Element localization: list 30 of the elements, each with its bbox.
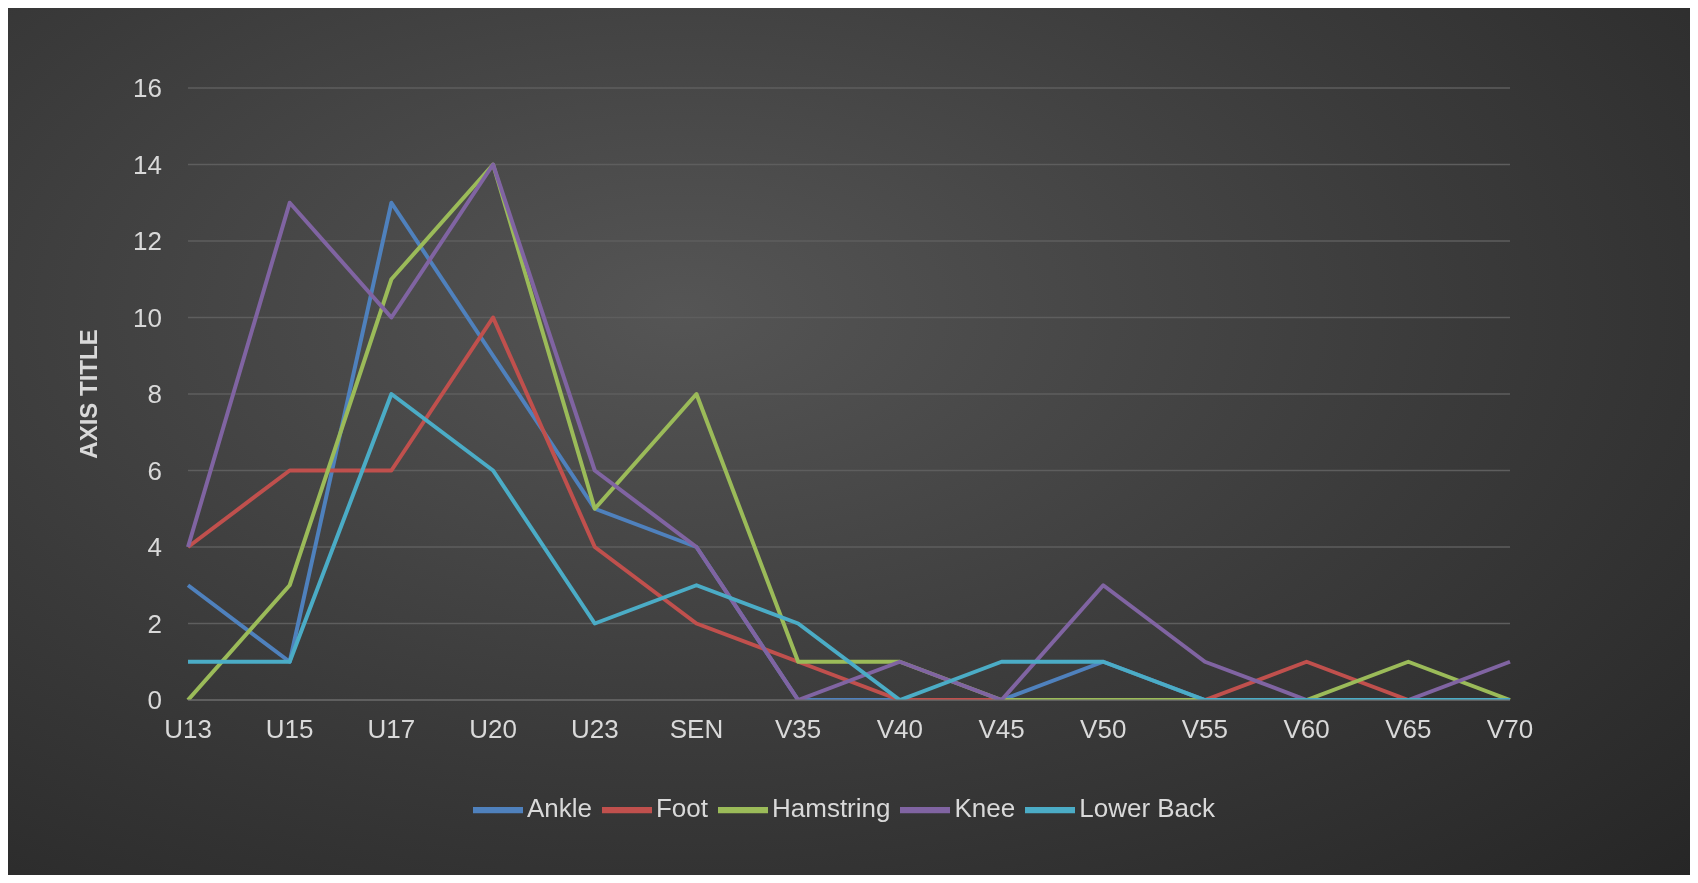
x-tick-label: V70 — [1486, 714, 1534, 745]
y-tick-label: 2 — [147, 608, 162, 639]
y-tick-label: 0 — [147, 685, 162, 716]
legend-label: Hamstring — [772, 792, 891, 823]
x-tick-label: V65 — [1385, 714, 1432, 745]
y-tick-label: 10 — [133, 302, 162, 333]
x-tick-label: V60 — [1283, 714, 1330, 745]
x-tick-label: V35 — [775, 714, 822, 745]
legend-label: Knee — [954, 792, 1016, 823]
legend-label: Ankle — [526, 792, 592, 823]
x-tick-label: U13 — [164, 714, 212, 745]
x-tick-label: V45 — [978, 714, 1025, 745]
y-tick-label: 12 — [133, 226, 162, 257]
y-tick-label: 14 — [133, 149, 162, 180]
x-tick-label: U23 — [570, 714, 619, 745]
y-tick-label: 4 — [147, 532, 162, 563]
x-tick-label: V55 — [1181, 714, 1229, 745]
y-tick-label: 16 — [133, 73, 162, 104]
legend-label: Lower Back — [1079, 792, 1216, 823]
x-tick-label: V50 — [1080, 714, 1127, 745]
x-tick-label: U15 — [265, 714, 314, 745]
y-tick-label: 6 — [147, 455, 162, 486]
line-series — [186, 392, 1512, 700]
y-tick-label: 8 — [147, 379, 162, 410]
x-tick-label: SEN — [669, 714, 724, 745]
y-axis-title: AXIS TITLE — [74, 329, 102, 459]
x-tick-label: V40 — [876, 714, 923, 745]
x-tick-label: U20 — [469, 714, 517, 745]
x-tick-label: U17 — [367, 714, 416, 745]
legend-label: Foot — [655, 792, 708, 823]
